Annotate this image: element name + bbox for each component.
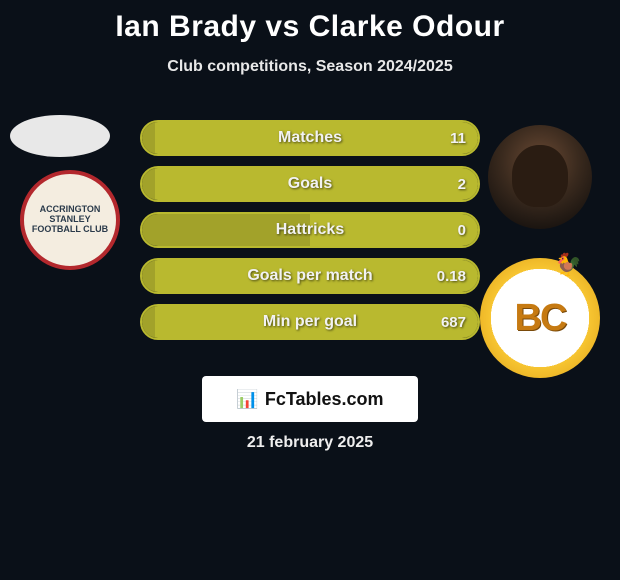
stat-label: Goals per match	[142, 260, 478, 292]
left-player-avatar	[10, 115, 110, 157]
stat-row: Goals2	[140, 166, 480, 202]
stat-label: Hattricks	[142, 214, 478, 246]
stat-row: Hattricks0	[140, 212, 480, 248]
stat-label: Matches	[142, 122, 478, 154]
chart-icon: 📊	[236, 390, 258, 408]
stat-value-right: 0	[458, 214, 466, 246]
stat-value-right: 0.18	[437, 260, 466, 292]
stat-value-right: 687	[441, 306, 466, 338]
left-club-badge-text: ACCRINGTON STANLEY FOOTBALL CLUB	[24, 205, 116, 235]
rooster-icon: 🐓	[555, 252, 582, 278]
brand-box: 📊 FcTables.com	[202, 376, 418, 422]
stat-label: Min per goal	[142, 306, 478, 338]
left-club-badge: ACCRINGTON STANLEY FOOTBALL CLUB	[20, 170, 120, 270]
brand-text: FcTables.com	[265, 389, 384, 410]
subtitle: Club competitions, Season 2024/2025	[0, 58, 620, 76]
stat-label: Goals	[142, 168, 478, 200]
stat-value-right: 2	[458, 168, 466, 200]
stat-row: Goals per match0.18	[140, 258, 480, 294]
stat-row: Min per goal687	[140, 304, 480, 340]
right-club-badge: 🐓 BC	[480, 258, 600, 378]
stat-row: Matches11	[140, 120, 480, 156]
page-title: Ian Brady vs Clarke Odour	[0, 0, 620, 44]
right-club-badge-letters: BC	[515, 297, 566, 340]
stats-panel: Matches11 Goals2 Hattricks0 Goals per match…	[140, 120, 480, 350]
stat-value-right: 11	[450, 122, 466, 154]
right-player-avatar	[488, 125, 592, 229]
date-label: 21 february 2025	[0, 434, 620, 452]
